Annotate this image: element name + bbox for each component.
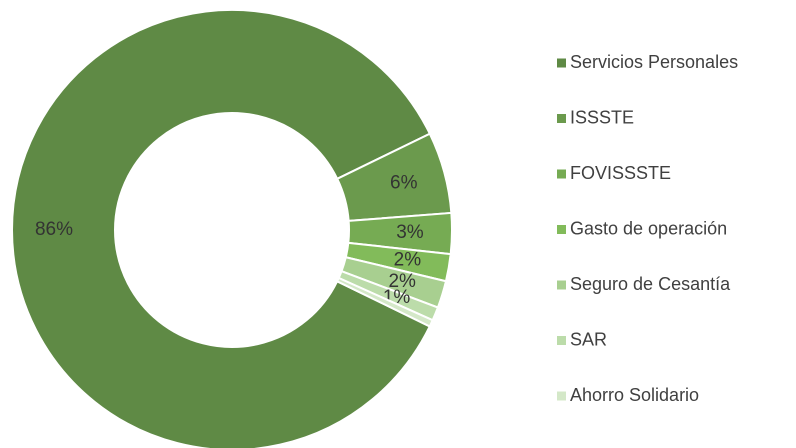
legend-label: Ahorro Solidario bbox=[570, 385, 699, 405]
legend-label: SAR bbox=[570, 329, 607, 349]
legend-swatch bbox=[557, 114, 566, 123]
legend-swatch bbox=[557, 280, 566, 290]
legend-swatch bbox=[557, 225, 566, 234]
data-label: 2% bbox=[394, 250, 422, 271]
data-label: 3% bbox=[396, 222, 424, 243]
legend-swatch bbox=[557, 336, 566, 345]
donut-slice bbox=[335, 276, 434, 328]
legend-swatch bbox=[557, 391, 566, 401]
data-label: 6% bbox=[390, 172, 418, 193]
legend-label: ISSSTE bbox=[570, 107, 634, 127]
data-label: 86% bbox=[35, 219, 73, 240]
legend-swatch bbox=[557, 169, 566, 179]
legend-label: FOVISSSTE bbox=[570, 163, 671, 183]
donut-slice bbox=[11, 9, 432, 448]
legend-label: Seguro de Cesantía bbox=[570, 274, 731, 294]
data-label: 2% bbox=[388, 271, 416, 292]
legend-label: Gasto de operación bbox=[570, 218, 727, 238]
legend-label: Servicios Personales bbox=[570, 52, 738, 72]
legend-swatch bbox=[557, 58, 566, 68]
